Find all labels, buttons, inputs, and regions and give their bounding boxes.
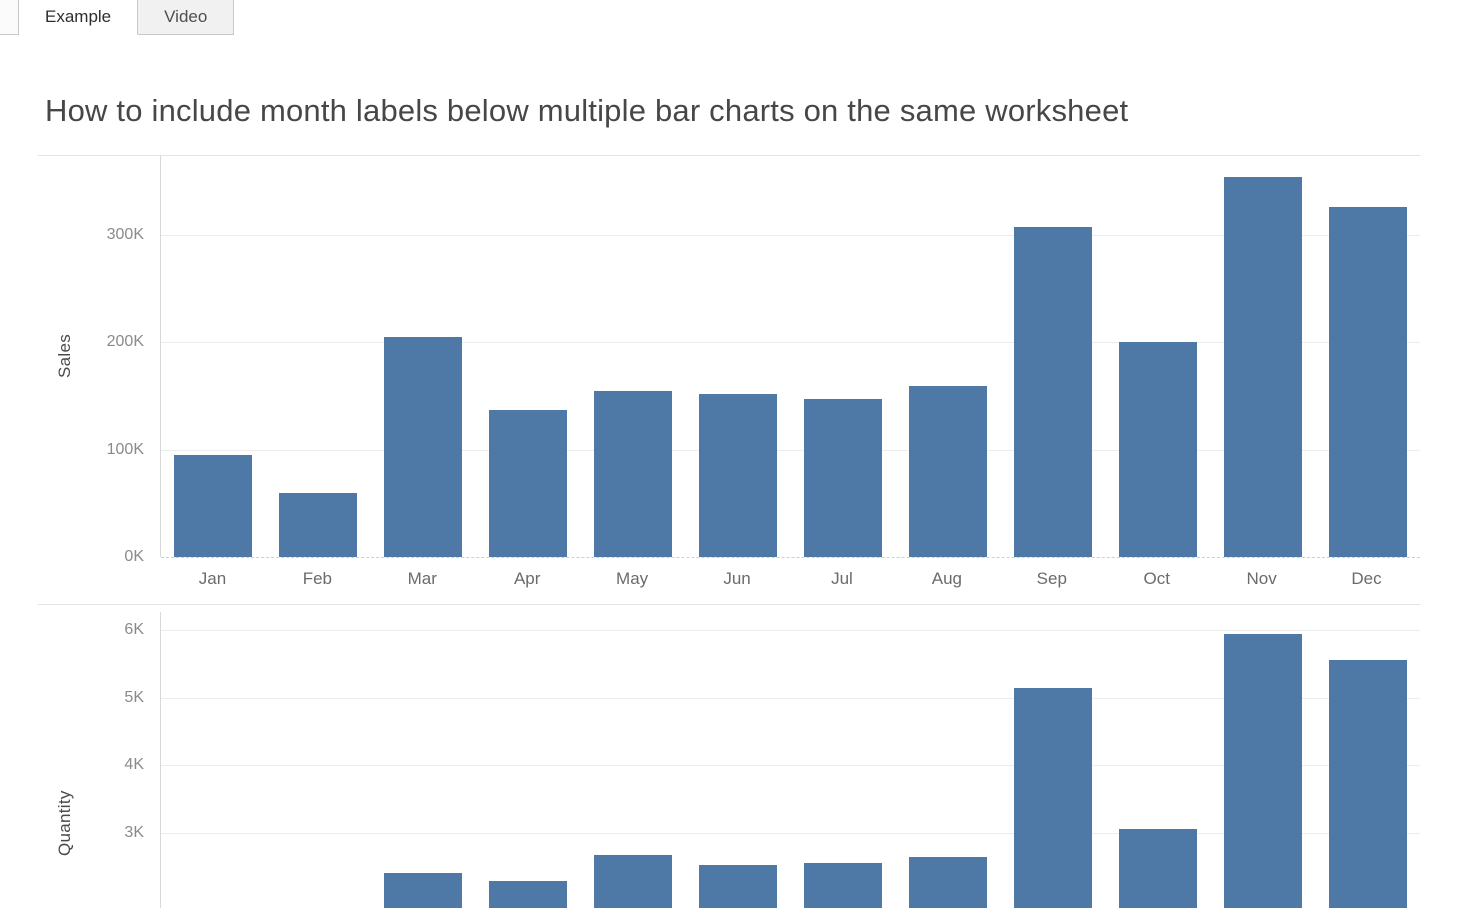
bar-sales-feb[interactable] [279,492,358,557]
bar-sales-dec[interactable] [1328,206,1407,557]
x-axis-label-nov: Nov [1246,569,1277,588]
bar-sales-nov[interactable] [1223,176,1302,557]
gridline [161,630,1420,632]
bar-sales-jan[interactable] [174,454,253,557]
gridline [161,342,1420,344]
bar-sales-mar[interactable] [384,336,463,557]
bar-quantity-apr[interactable] [489,881,568,908]
x-axis-label-aug: Aug [931,569,962,588]
chart-top-border [38,155,1420,156]
bar-sales-jul[interactable] [803,399,882,557]
y-tick-label: 3K [124,823,144,841]
bar-quantity-sep[interactable] [1013,688,1092,908]
y-tick-label: 0K [124,548,144,565]
x-axis-label-sep: Sep [1036,569,1067,588]
bar-quantity-mar[interactable] [384,873,463,908]
y-tick-label: 200K [106,333,144,351]
bar-sales-sep[interactable] [1013,227,1092,557]
y-tick-label: 4K [124,756,144,774]
month-axis-labels: Jan Feb Mar Apr May Jun Jul Aug Sep Oct Nov Dec [160,563,1420,597]
bar-quantity-jul[interactable] [803,862,882,908]
gridline [161,449,1420,451]
sheet-tab-bar: Example Video [0,0,235,35]
bar-sales-may[interactable] [594,391,673,557]
bar-quantity-oct[interactable] [1118,829,1197,908]
x-axis-label-dec: Dec [1351,569,1382,588]
quantity-y-axis: 3K 4K 5K 6K [0,612,146,908]
bar-sales-apr[interactable] [489,409,568,557]
gridline [161,697,1420,699]
y-tick-label: 100K [106,440,144,458]
gridline [161,765,1420,767]
bar-sales-jun[interactable] [699,393,778,557]
x-axis-label-apr: Apr [513,569,541,588]
tab-example[interactable]: Example [19,0,139,35]
bar-quantity-aug[interactable] [908,856,987,908]
y-tick-label: 300K [106,225,144,243]
sales-plot [160,155,1420,558]
bar-quantity-may[interactable] [594,854,673,908]
bar-quantity-dec[interactable] [1328,659,1407,908]
bar-sales-aug[interactable] [908,386,987,557]
bar-sales-oct[interactable] [1118,342,1197,557]
gridline [161,234,1420,236]
gridline [161,832,1420,834]
x-axis-label-may: May [616,569,649,588]
tab-video[interactable]: Video [138,0,235,35]
x-axis-label-mar: Mar [407,569,437,588]
chart-divider [38,604,1420,605]
page-title: How to include month labels below multip… [45,93,1129,128]
x-axis-label-oct: Oct [1143,569,1170,588]
y-tick-label: 6K [124,621,144,639]
x-axis-label-feb: Feb [302,569,332,588]
sales-y-axis: 0K 100K 200K 300K [0,155,146,565]
x-axis-label-jun: Jun [723,569,751,588]
bar-quantity-nov[interactable] [1223,633,1302,908]
y-tick-label: 5K [124,688,144,706]
zero-baseline [161,557,1420,558]
tab-bar-corner [0,0,19,35]
x-axis-label-jan: Jan [198,569,227,588]
x-axis-label-jul: Jul [831,569,853,588]
quantity-plot [160,612,1420,908]
bar-quantity-jun[interactable] [699,865,778,908]
